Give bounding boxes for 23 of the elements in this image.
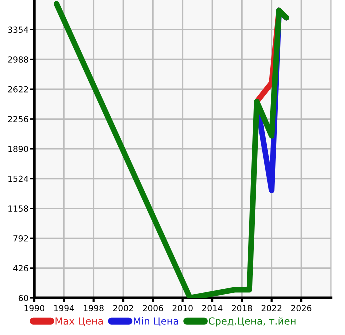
legend-label: Min Цена — [134, 317, 178, 326]
x-tick-label: 2026 — [292, 305, 312, 312]
legend-label: Max Цена — [56, 318, 104, 326]
y-tick-label: 1158 — [8, 206, 28, 212]
y-tick-label: 1524 — [8, 176, 28, 182]
y-tick-label: 792 — [14, 236, 28, 242]
y-tick-label: 2256 — [8, 116, 28, 123]
x-tick-label: 2002 — [114, 305, 134, 312]
y-tick-label: 2622 — [8, 86, 28, 93]
y-tick-label: 426 — [13, 265, 28, 272]
x-tick-label: 2022 — [262, 305, 282, 312]
y-tick-label: 3354 — [8, 26, 28, 34]
y-tick-label: 2988 — [8, 56, 28, 63]
x-tick-label: 2014 — [202, 305, 223, 312]
x-tick-label: 1998 — [84, 305, 104, 312]
x-tick-label: 2006 — [143, 305, 164, 312]
y-tick-label: 60 — [18, 295, 28, 302]
x-tick-label: 1990 — [24, 305, 45, 312]
x-tick-label: 1994 — [54, 305, 74, 312]
y-tick-label: 1890 — [8, 146, 28, 152]
x-tick-label: 2018 — [232, 305, 252, 312]
legend-label: Сред.Цена, т.йен — [208, 317, 296, 327]
x-tick-label: 2010 — [172, 305, 193, 312]
